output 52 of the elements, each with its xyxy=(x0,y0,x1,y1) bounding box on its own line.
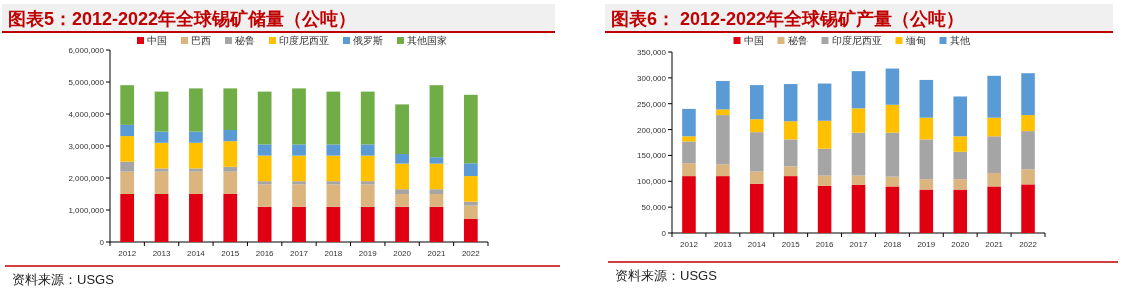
y-tick-label: 0 xyxy=(99,238,105,247)
legend-label: 秘鲁 xyxy=(235,35,255,46)
x-tick-label: 2014 xyxy=(187,249,206,258)
x-tick-label: 2020 xyxy=(393,249,412,258)
y-tick-label: 3,000,000 xyxy=(68,142,105,151)
x-tick-label: 2021 xyxy=(985,240,1004,249)
x-tick-label: 2013 xyxy=(152,249,171,258)
x-tick-label: 2018 xyxy=(883,240,902,249)
legend-label: 其他 xyxy=(949,35,970,46)
legend-label: 巴西 xyxy=(191,35,211,46)
y-tick-label: 350,000 xyxy=(637,48,667,57)
x-tick-label: 2022 xyxy=(461,249,481,258)
legend-label: 中国 xyxy=(743,35,764,46)
x-tick-label: 2012 xyxy=(118,249,137,258)
x-tick-label: 2015 xyxy=(221,249,240,258)
chart-title: 图表5：2012-2022年全球锡矿储量（公吨） xyxy=(8,9,357,29)
legend-label: 俄罗斯 xyxy=(353,35,383,46)
y-tick-label: 0 xyxy=(661,229,667,238)
legend-label: 中国 xyxy=(147,35,167,46)
x-tick-label: 2020 xyxy=(951,240,970,249)
x-tick-label: 2015 xyxy=(781,240,801,249)
x-tick-label: 2019 xyxy=(917,240,936,249)
x-tick-label: 2021 xyxy=(427,249,446,258)
y-tick-label: 1,000,000 xyxy=(68,206,105,215)
x-tick-label: 2019 xyxy=(358,249,378,258)
y-tick-label: 2,000,000 xyxy=(68,174,105,183)
x-tick-label: 2014 xyxy=(747,240,767,249)
x-tick-label: 2013 xyxy=(713,240,733,249)
y-tick-label: 300,000 xyxy=(637,73,667,83)
legend-label: 缅甸 xyxy=(905,35,926,46)
y-tick-label: 5,000,000 xyxy=(68,78,105,87)
x-tick-label: 2016 xyxy=(255,249,275,258)
chart-title: 图表6： 2012-2022年全球锡矿产量（公吨） xyxy=(611,9,965,29)
y-tick-label: 4,000,000 xyxy=(68,110,105,119)
x-tick-label: 2017 xyxy=(849,240,868,249)
x-tick-label: 2017 xyxy=(290,249,309,258)
legend-label: 其他国家 xyxy=(407,35,447,46)
y-tick-label: 6,000,000 xyxy=(68,46,105,55)
y-tick-label: 100,000 xyxy=(637,177,667,187)
y-tick-label: 200,000 xyxy=(637,125,667,135)
text: 资料来源：USGS xyxy=(12,272,115,287)
x-tick-label: 2018 xyxy=(324,249,343,258)
text: 资料来源：USGS xyxy=(615,268,718,283)
x-tick-label: 2022 xyxy=(1019,240,1038,249)
legend-label: 秘鲁 xyxy=(787,35,808,46)
y-tick-label: 150,000 xyxy=(637,151,667,161)
x-tick-label: 2016 xyxy=(815,240,835,249)
legend-label: 印度尼西亚 xyxy=(831,35,882,46)
y-tick-label: 250,000 xyxy=(637,99,667,109)
x-tick-label: 2012 xyxy=(680,240,699,249)
y-tick-label: 50,000 xyxy=(641,203,667,213)
legend-label: 印度尼西亚 xyxy=(279,35,329,46)
